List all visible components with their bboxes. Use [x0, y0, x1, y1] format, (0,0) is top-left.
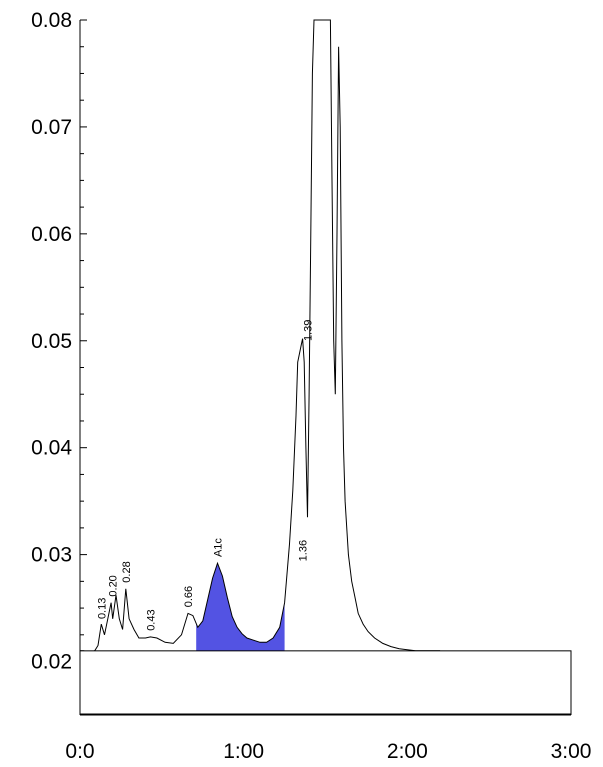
peak-label: 0.13 — [96, 598, 108, 619]
y-tick-label: 0.03 — [31, 544, 72, 567]
shaded-peak-layer — [196, 563, 285, 651]
peak-label: 0.66 — [183, 586, 195, 607]
peak-label: 0.43 — [145, 609, 157, 630]
series-layer — [80, 19, 441, 653]
peak-label: 1.39 — [302, 320, 314, 341]
x-tick-label: 3:00 — [551, 740, 592, 763]
baseline-box — [79, 650, 572, 715]
peak-label: A1c — [212, 538, 224, 557]
peak-label: 0.28 — [121, 561, 133, 582]
x-tick-label: 0:0 — [65, 740, 94, 763]
x-tick-labels: 0:0 1:00 2:00 3:00 — [65, 740, 591, 763]
y-tick-label: 0.08 — [31, 9, 72, 32]
x-tick-label: 2:00 — [387, 740, 428, 763]
baseline-box-layer — [79, 650, 572, 715]
y-tick-label: 0.05 — [31, 330, 72, 353]
y-tick-label: 0.07 — [31, 116, 72, 139]
chromatogram-trace — [80, 19, 441, 653]
x-tick-label: 1:00 — [223, 740, 264, 763]
y-tick-label: 0.02 — [31, 651, 72, 674]
y-tick-label: 0.04 — [31, 437, 72, 460]
y-tick-labels: 0.02 0.03 0.04 0.05 0.06 0.07 0.08 — [31, 9, 72, 674]
peak-label: 1.36 — [298, 540, 310, 561]
peak-labels-layer: 0.130.200.28 0.43 0.66 A1c 1.36 1.39 — [96, 320, 314, 631]
y-tick-label: 0.06 — [31, 223, 72, 246]
a1c-shaded-peak — [196, 563, 285, 651]
peak-label: 0.20 — [108, 575, 120, 596]
